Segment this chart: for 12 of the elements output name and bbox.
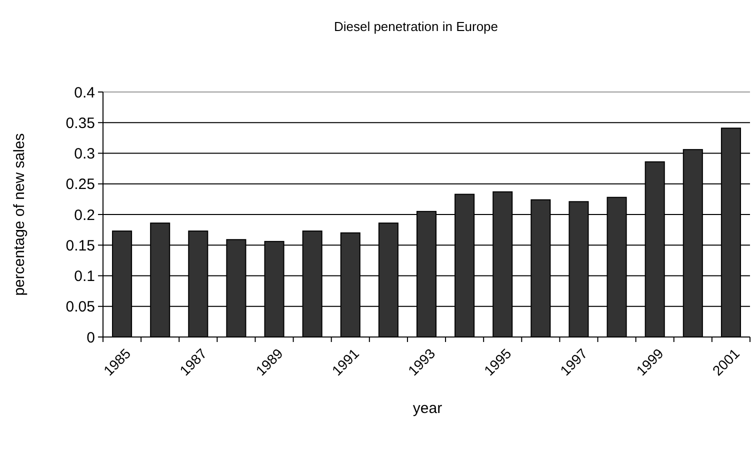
y-tick-label: 0.4 bbox=[74, 84, 95, 102]
y-tick-label: 0.05 bbox=[66, 298, 95, 316]
chart-title: Diesel penetration in Europe bbox=[334, 19, 498, 34]
y-tick-label: 0.35 bbox=[66, 114, 95, 132]
y-tick-label: 0.1 bbox=[74, 268, 95, 285]
y-tick-label: 0.25 bbox=[66, 176, 95, 194]
y-tick-label: 0.2 bbox=[74, 206, 95, 224]
x-axis-title: year bbox=[412, 400, 442, 417]
y-tick-label: 0 bbox=[86, 329, 95, 346]
y-axis-title: percentage of new sales bbox=[11, 133, 28, 296]
y-tick-label: 0.3 bbox=[74, 146, 95, 162]
y-tick-label: 0.15 bbox=[66, 237, 95, 254]
